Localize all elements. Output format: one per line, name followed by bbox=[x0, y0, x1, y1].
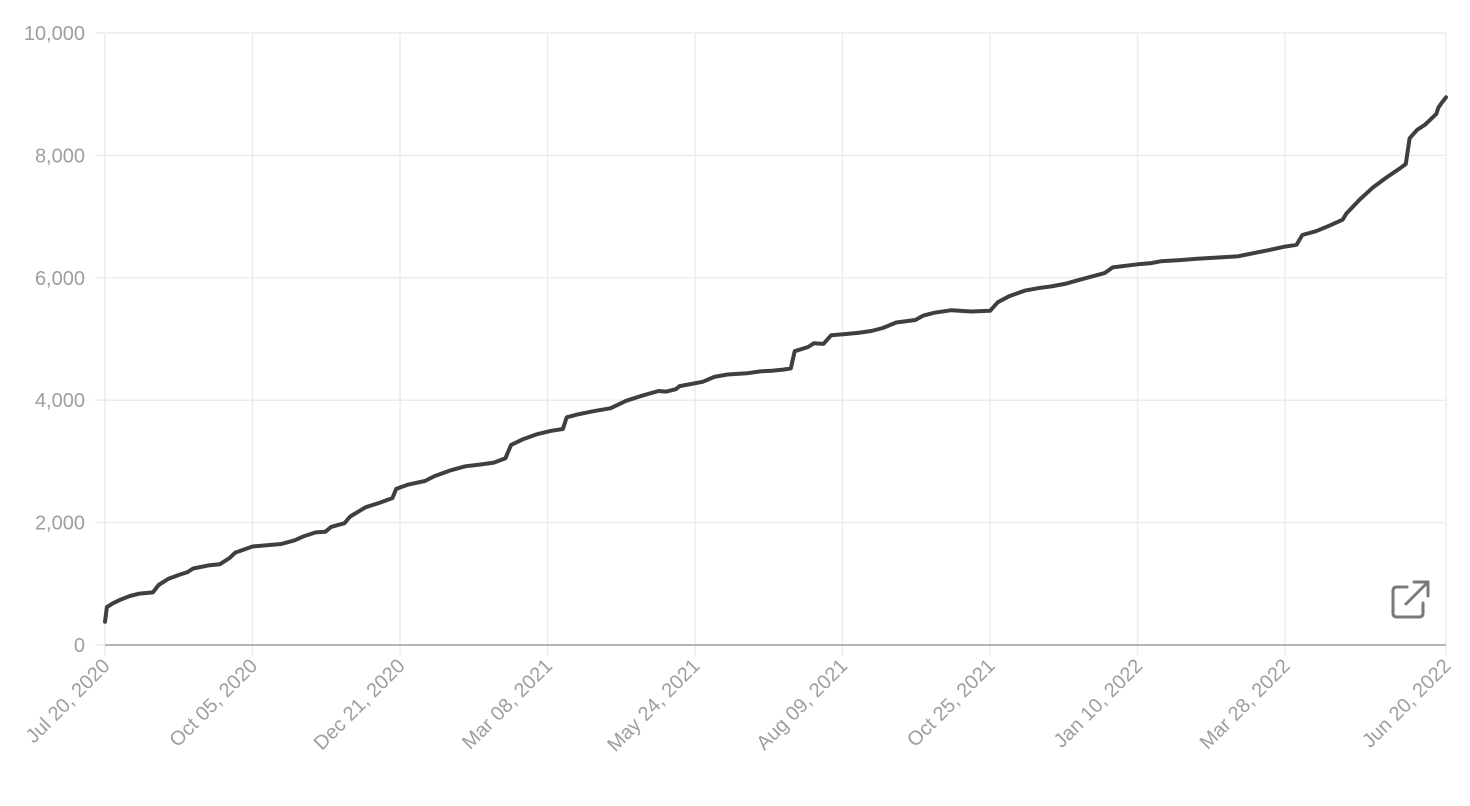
x-tick-label: Mar 08, 2021 bbox=[458, 655, 557, 754]
y-tick-label: 4,000 bbox=[35, 390, 85, 412]
x-tick-label: May 24, 2021 bbox=[603, 655, 704, 756]
external-link-arrow bbox=[1404, 580, 1430, 606]
y-tick-label: 10,000 bbox=[24, 23, 85, 45]
y-tick-label: 0 bbox=[74, 635, 85, 657]
y-tick-label: 6,000 bbox=[35, 268, 85, 290]
x-tick-label: Oct 25, 2021 bbox=[903, 655, 1000, 752]
y-tick-label: 2,000 bbox=[35, 513, 85, 535]
y-gridlines bbox=[95, 32, 1446, 646]
y-axis-tick-labels: 0 2,000 4,000 6,000 8,000 10,000 bbox=[24, 23, 85, 657]
x-tick-label: Jul 20, 2020 bbox=[22, 655, 115, 748]
y-tick-label: 8,000 bbox=[35, 145, 85, 167]
x-tick-label: Mar 28, 2022 bbox=[1196, 655, 1295, 754]
x-axis-tick-labels: Jul 20, 2020 Oct 05, 2020 Dec 21, 2020 Mar … bbox=[22, 655, 1456, 756]
external-link-box bbox=[1391, 585, 1425, 619]
x-tick-label: Dec 21, 2020 bbox=[310, 655, 410, 755]
x-gridlines bbox=[104, 33, 1447, 655]
external-link-icon[interactable] bbox=[1391, 580, 1430, 619]
x-tick-label: Jan 10, 2022 bbox=[1050, 655, 1147, 752]
x-tick-label: Oct 05, 2020 bbox=[166, 655, 263, 752]
x-tick-label: Jun 20, 2022 bbox=[1358, 655, 1455, 752]
x-tick-label: Aug 09, 2021 bbox=[752, 655, 852, 755]
series-line bbox=[103, 95, 1448, 624]
